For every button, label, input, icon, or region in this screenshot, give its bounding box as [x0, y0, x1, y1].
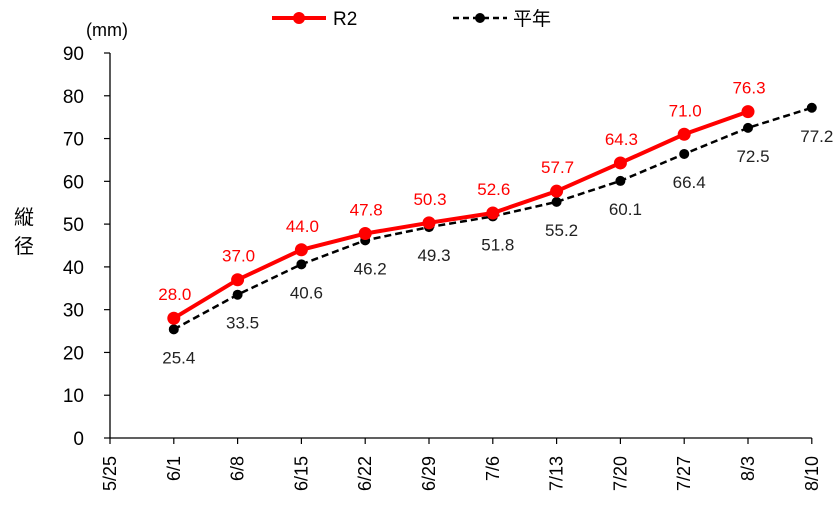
- average-point: [679, 148, 690, 159]
- y-tick-label: 20: [63, 343, 84, 364]
- r2-data-label: 76.3: [732, 79, 765, 98]
- average-data-label: 49.3: [417, 246, 450, 265]
- y-tick-label: 50: [63, 215, 84, 236]
- r2-point: [358, 227, 372, 241]
- average-point: [296, 259, 307, 270]
- r2-point: [294, 243, 308, 257]
- legend-r2-label: R2: [333, 9, 357, 30]
- r2-point: [550, 184, 564, 198]
- y-tick-label: 10: [63, 386, 84, 407]
- r2-data-label: 37.0: [222, 247, 255, 266]
- r2-point: [677, 127, 691, 141]
- average-data-label: 72.5: [736, 147, 769, 166]
- y-tick-label: 40: [63, 258, 84, 279]
- average-point: [551, 196, 562, 207]
- y-tick-label: 60: [63, 172, 84, 193]
- r2-point: [741, 105, 755, 119]
- average-point: [232, 289, 243, 300]
- y-tick-label: 90: [63, 44, 84, 65]
- x-tick-label: 7/20: [610, 456, 630, 491]
- x-tick-label: 7/6: [483, 456, 503, 481]
- y-tick-label: 70: [63, 130, 84, 151]
- x-tick-label: 6/8: [228, 456, 248, 481]
- r2-point: [231, 273, 245, 287]
- average-data-label: 25.4: [162, 348, 195, 367]
- y-axis-unit: (mm): [86, 20, 128, 40]
- x-tick-label: 6/22: [355, 456, 375, 491]
- y-tick-label: 80: [63, 87, 84, 108]
- r2-data-label: 57.7: [541, 158, 574, 177]
- legend-avg-marker: [475, 13, 485, 23]
- y-tick-label: 30: [63, 301, 84, 322]
- x-tick-label: 6/1: [164, 456, 184, 481]
- r2-point: [422, 216, 436, 230]
- r2-data-label: 71.0: [669, 101, 702, 120]
- average-data-label: 33.5: [226, 314, 259, 333]
- legend-avg-label: 平年: [513, 8, 551, 30]
- x-tick-label: 5/25: [100, 456, 120, 491]
- series-r2: [167, 105, 755, 325]
- legend-r2-marker: [293, 12, 305, 24]
- x-tick-label: 7/13: [547, 456, 567, 491]
- r2-data-label: 52.6: [477, 180, 510, 199]
- average-data-label: 55.2: [545, 221, 578, 240]
- r2-data-label: 28.0: [158, 285, 191, 304]
- r2-point: [613, 156, 627, 170]
- x-tick-labels: 5/25 6/1 6/8 6/15 6/22 6/29 7/6 7/13 7/20 7/27 8/3…: [100, 456, 822, 491]
- x-tick-label: 8/10: [802, 456, 822, 491]
- x-tick-label: 8/3: [738, 456, 758, 481]
- r2-point: [167, 311, 181, 325]
- r2-data-label: 47.8: [350, 201, 383, 220]
- r2-point: [486, 206, 500, 220]
- average-data-label: 40.6: [290, 283, 323, 302]
- average-data-label: 51.8: [481, 235, 514, 254]
- average-data-label: 60.1: [609, 200, 642, 219]
- average-point: [168, 324, 179, 335]
- x-tick-label: 6/29: [419, 456, 439, 491]
- r2-data-label: 64.3: [605, 130, 638, 149]
- average-data-label: 46.2: [354, 259, 387, 278]
- axes: [104, 52, 813, 444]
- average-point: [806, 102, 817, 113]
- r2-line: [172, 109, 749, 320]
- y-tick-label: 0: [73, 429, 84, 450]
- legend: R2 平年: [272, 8, 551, 30]
- average-data-label: 66.4: [673, 173, 706, 192]
- r2-data-label: 44.0: [286, 217, 319, 236]
- y-tick-labels: 0 10 20 30 40 50 60 70 80 90: [63, 44, 84, 450]
- y-axis-title-char-1: 縦: [14, 206, 34, 229]
- data-labels-average: 25.4 33.5 40.6 46.2 49.3 51.8 55.2 60.1 66.4 72.5…: [162, 127, 833, 368]
- x-tick-label: 6/15: [291, 456, 311, 491]
- data-labels-r2: 28.0 37.0 44.0 47.8 50.3 52.6 57.7 64.3 71.0 76.3: [158, 79, 765, 305]
- x-tick-label: 7/27: [674, 456, 694, 491]
- average-point: [615, 175, 626, 186]
- y-axis-title-char-2: 径: [14, 235, 34, 258]
- average-point: [743, 122, 753, 133]
- average-data-label: 77.2: [800, 127, 833, 146]
- r2-data-label: 50.3: [413, 190, 446, 209]
